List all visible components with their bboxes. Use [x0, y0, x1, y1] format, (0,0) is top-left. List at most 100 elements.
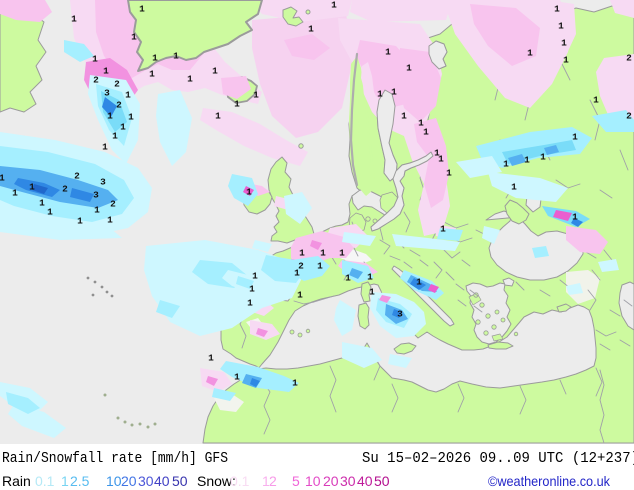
svg-text:1: 1	[345, 273, 351, 284]
svg-text:1: 1	[103, 66, 109, 77]
svg-text:0.1: 0.1	[230, 473, 250, 489]
svg-text:5: 5	[292, 473, 300, 489]
svg-text:1: 1	[71, 14, 77, 25]
svg-text:1: 1	[416, 277, 422, 288]
svg-text:1: 1	[438, 154, 444, 165]
svg-text:Rain/Snowfall rate [mm/h] GFS: Rain/Snowfall rate [mm/h] GFS	[2, 450, 228, 467]
svg-text:1: 1	[391, 87, 397, 98]
svg-text:2: 2	[62, 184, 68, 195]
svg-text:1: 1	[77, 216, 83, 227]
svg-text:1: 1	[215, 111, 221, 122]
svg-text:2: 2	[74, 171, 80, 182]
svg-text:2: 2	[116, 100, 122, 111]
svg-text:30: 30	[138, 473, 154, 489]
svg-text:3: 3	[100, 177, 106, 188]
svg-text:1: 1	[47, 207, 53, 218]
svg-text:Snow:: Snow:	[197, 473, 236, 489]
svg-text:1: 1	[234, 99, 240, 110]
svg-text:1: 1	[593, 95, 599, 106]
svg-text:1: 1	[572, 212, 578, 223]
svg-text:1: 1	[339, 248, 345, 259]
svg-text:1: 1	[0, 173, 5, 184]
svg-text:1: 1	[249, 284, 255, 295]
svg-text:2: 2	[269, 473, 277, 489]
svg-text:1: 1	[320, 248, 326, 259]
svg-text:1: 1	[367, 272, 373, 283]
svg-text:3: 3	[93, 190, 99, 201]
svg-text:1: 1	[561, 38, 567, 49]
svg-text:1: 1	[253, 90, 259, 101]
svg-text:2: 2	[114, 79, 120, 90]
svg-text:3: 3	[104, 88, 110, 99]
svg-text:1: 1	[125, 90, 131, 101]
svg-text:1: 1	[107, 111, 113, 122]
svg-text:1: 1	[173, 51, 179, 62]
svg-text:20: 20	[121, 473, 137, 489]
svg-text:1: 1	[112, 131, 118, 142]
svg-text:1: 1	[418, 118, 424, 129]
svg-text:1: 1	[440, 224, 446, 235]
svg-text:1: 1	[554, 4, 560, 15]
svg-text:40: 40	[154, 473, 170, 489]
svg-text:1: 1	[29, 182, 35, 193]
svg-text:1: 1	[262, 473, 270, 489]
svg-text:40: 40	[357, 473, 373, 489]
svg-text:©weatheronline.co.uk: ©weatheronline.co.uk	[488, 473, 611, 489]
svg-text:1: 1	[511, 182, 517, 193]
svg-text:1: 1	[369, 287, 375, 298]
svg-text:1: 1	[406, 63, 412, 74]
svg-text:1: 1	[540, 152, 546, 163]
svg-text:1: 1	[297, 290, 303, 301]
svg-text:1: 1	[377, 89, 383, 100]
svg-text:1: 1	[527, 48, 533, 59]
svg-text:1: 1	[308, 24, 314, 35]
svg-text:1: 1	[120, 122, 126, 133]
svg-text:2: 2	[626, 53, 632, 64]
svg-text:0.1: 0.1	[35, 473, 55, 489]
svg-text:1: 1	[503, 159, 509, 170]
svg-text:1: 1	[92, 54, 98, 65]
svg-text:50: 50	[374, 473, 390, 489]
svg-text:1: 1	[61, 473, 69, 489]
svg-text:2: 2	[93, 75, 99, 86]
svg-text:1: 1	[563, 55, 569, 66]
svg-text:1: 1	[12, 188, 18, 199]
svg-text:1: 1	[94, 205, 100, 216]
svg-text:1: 1	[331, 0, 337, 11]
svg-text:1: 1	[208, 353, 214, 364]
svg-text:1: 1	[187, 74, 193, 85]
svg-text:1: 1	[128, 112, 134, 123]
svg-text:20: 20	[323, 473, 339, 489]
svg-text:1: 1	[434, 148, 440, 159]
svg-text:1: 1	[292, 378, 298, 389]
svg-text:2: 2	[626, 111, 632, 122]
svg-text:10: 10	[106, 473, 122, 489]
svg-text:1: 1	[247, 298, 253, 309]
svg-text:Rain: Rain	[2, 473, 31, 489]
svg-text:1: 1	[317, 261, 323, 272]
svg-text:1: 1	[401, 111, 407, 122]
svg-text:1: 1	[212, 66, 218, 77]
svg-text:1: 1	[558, 21, 564, 32]
svg-text:1: 1	[102, 142, 108, 153]
svg-text:2.5: 2.5	[70, 473, 90, 489]
svg-text:1: 1	[385, 47, 391, 58]
svg-text:50: 50	[172, 473, 188, 489]
svg-text:1: 1	[139, 4, 145, 15]
svg-text:1: 1	[423, 127, 429, 138]
svg-text:1: 1	[131, 32, 137, 43]
svg-text:1: 1	[446, 168, 452, 179]
svg-text:2: 2	[298, 261, 304, 272]
svg-text:1: 1	[107, 215, 113, 226]
svg-text:2: 2	[110, 199, 116, 210]
svg-text:1: 1	[246, 187, 252, 198]
svg-text:1: 1	[149, 69, 155, 80]
svg-text:30: 30	[340, 473, 356, 489]
svg-text:1: 1	[234, 372, 240, 383]
svg-text:1: 1	[299, 248, 305, 259]
svg-text:1: 1	[39, 198, 45, 209]
svg-text:1: 1	[294, 268, 300, 279]
svg-text:Su 15–02–2026 09..09 UTC (12+2: Su 15–02–2026 09..09 UTC (12+237)	[362, 450, 634, 467]
svg-text:10: 10	[305, 473, 321, 489]
svg-text:1: 1	[252, 271, 258, 282]
